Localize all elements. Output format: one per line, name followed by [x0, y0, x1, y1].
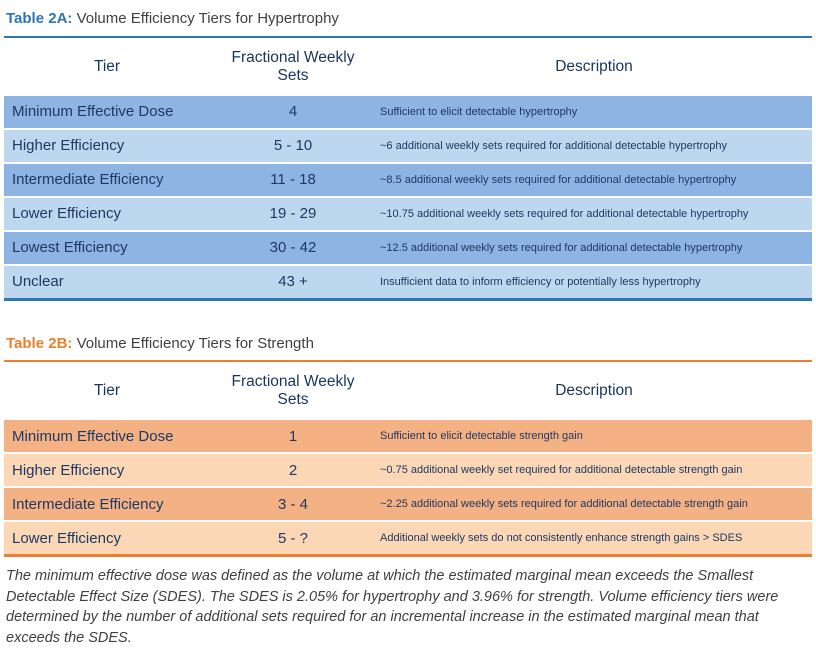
table-row: Higher Efficiency 2 ~0.75 additional wee…	[4, 452, 812, 486]
sets-cell: 11 - 18	[270, 171, 316, 188]
table-row: Higher Efficiency 5 - 10 ~6 additional w…	[4, 127, 812, 162]
sets-cell: 3 - 4	[277, 495, 308, 513]
table-2a-caption-label: Table 2A:	[6, 10, 73, 27]
sets-cell: 43 +	[278, 273, 308, 290]
table-row: Minimum Effective Dose 1 Sufficient to e…	[4, 420, 812, 452]
tier-cell: Minimum Effective Dose	[12, 103, 174, 120]
tier-cell: Intermediate Efficiency	[12, 171, 164, 188]
table-2b-caption-text: Volume Efficiency Tiers for Strength	[72, 334, 314, 352]
column-header-sets: Fractional Weekly Sets	[231, 48, 355, 84]
table-row: Lowest Efficiency 30 - 42 ~12.5 addition…	[4, 229, 812, 264]
table-2a: Table 2A: Volume Efficiency Tiers for Hy…	[4, 6, 812, 301]
tier-cell: Unclear	[12, 273, 64, 290]
table-2b: Table 2B: Volume Efficiency Tiers for St…	[4, 331, 812, 557]
description-cell: ~0.75 additional weekly set required for…	[380, 464, 743, 476]
table-row: Lower Efficiency 19 - 29 ~10.75 addition…	[4, 195, 812, 230]
table-2a-rows: Minimum Effective Dose 4 Sufficient to e…	[4, 95, 812, 298]
table-2b-header-row: Tier Fractional Weekly Sets Description	[4, 362, 812, 420]
description-cell: Sufficient to elicit detectable hypertro…	[380, 105, 578, 118]
description-cell: ~12.5 additional weekly sets required fo…	[380, 241, 743, 254]
table-2b-bottom-rule	[4, 554, 812, 557]
table-2a-bottom-rule	[4, 297, 812, 301]
table-2b-top-rule	[4, 360, 812, 362]
sets-cell: 5 - ?	[277, 529, 308, 547]
table-2b-caption: Table 2B: Volume Efficiency Tiers for St…	[4, 331, 812, 361]
description-cell: ~2.25 additional weekly sets required fo…	[380, 498, 748, 510]
tier-cell: Lower Efficiency	[12, 205, 121, 222]
description-cell: ~10.75 additional weekly sets required f…	[380, 207, 749, 220]
sets-cell: 2	[288, 461, 298, 479]
table-2a-caption: Table 2A: Volume Efficiency Tiers for Hy…	[4, 6, 812, 36]
column-header-description: Description	[555, 382, 633, 399]
sets-cell: 30 - 42	[269, 239, 317, 256]
description-cell: Additional weekly sets do not consistent…	[380, 532, 743, 544]
description-cell: Insufficient data to inform efficiency o…	[380, 275, 701, 288]
tier-cell: Lower Efficiency	[12, 529, 121, 547]
spacer	[4, 301, 812, 331]
sets-cell: 1	[288, 427, 298, 445]
column-header-sets: Fractional Weekly Sets	[231, 373, 355, 408]
column-header-tier: Tier	[93, 57, 121, 75]
description-cell: ~8.5 additional weekly sets required for…	[380, 173, 737, 186]
table-row: Lower Efficiency 5 - ? Additional weekly…	[4, 520, 812, 554]
table-row: Intermediate Efficiency 11 - 18 ~8.5 add…	[4, 161, 812, 196]
table-row: Intermediate Efficiency 3 - 4 ~2.25 addi…	[4, 486, 812, 520]
table-row: Unclear 43 + Insufficient data to inform…	[4, 263, 812, 298]
tier-cell: Higher Efficiency	[12, 137, 125, 154]
table-2a-header-row: Tier Fractional Weekly Sets Description	[4, 37, 812, 96]
description-cell: Sufficient to elicit detectable strength…	[380, 430, 583, 442]
table-2a-caption-text: Volume Efficiency Tiers for Hypertrophy	[72, 10, 339, 27]
tier-cell: Lowest Efficiency	[12, 239, 128, 256]
table-2a-top-rule	[4, 35, 812, 38]
tier-cell: Minimum Effective Dose	[12, 427, 174, 445]
table-2b-caption-label: Table 2B:	[6, 334, 73, 352]
table-2b-rows: Minimum Effective Dose 1 Sufficient to e…	[4, 420, 812, 554]
sets-cell: 4	[288, 103, 298, 120]
tier-cell: Intermediate Efficiency	[12, 495, 164, 513]
column-header-tier: Tier	[93, 382, 121, 399]
table-row: Minimum Effective Dose 4 Sufficient to e…	[4, 95, 812, 128]
sets-cell: 5 - 10	[273, 137, 313, 154]
tier-cell: Higher Efficiency	[12, 461, 125, 479]
table-footnote: The minimum effective dose was defined a…	[6, 568, 779, 647]
description-cell: ~6 additional weekly sets required for a…	[380, 139, 728, 152]
column-header-description: Description	[555, 57, 633, 75]
sets-cell: 19 - 29	[269, 205, 317, 222]
